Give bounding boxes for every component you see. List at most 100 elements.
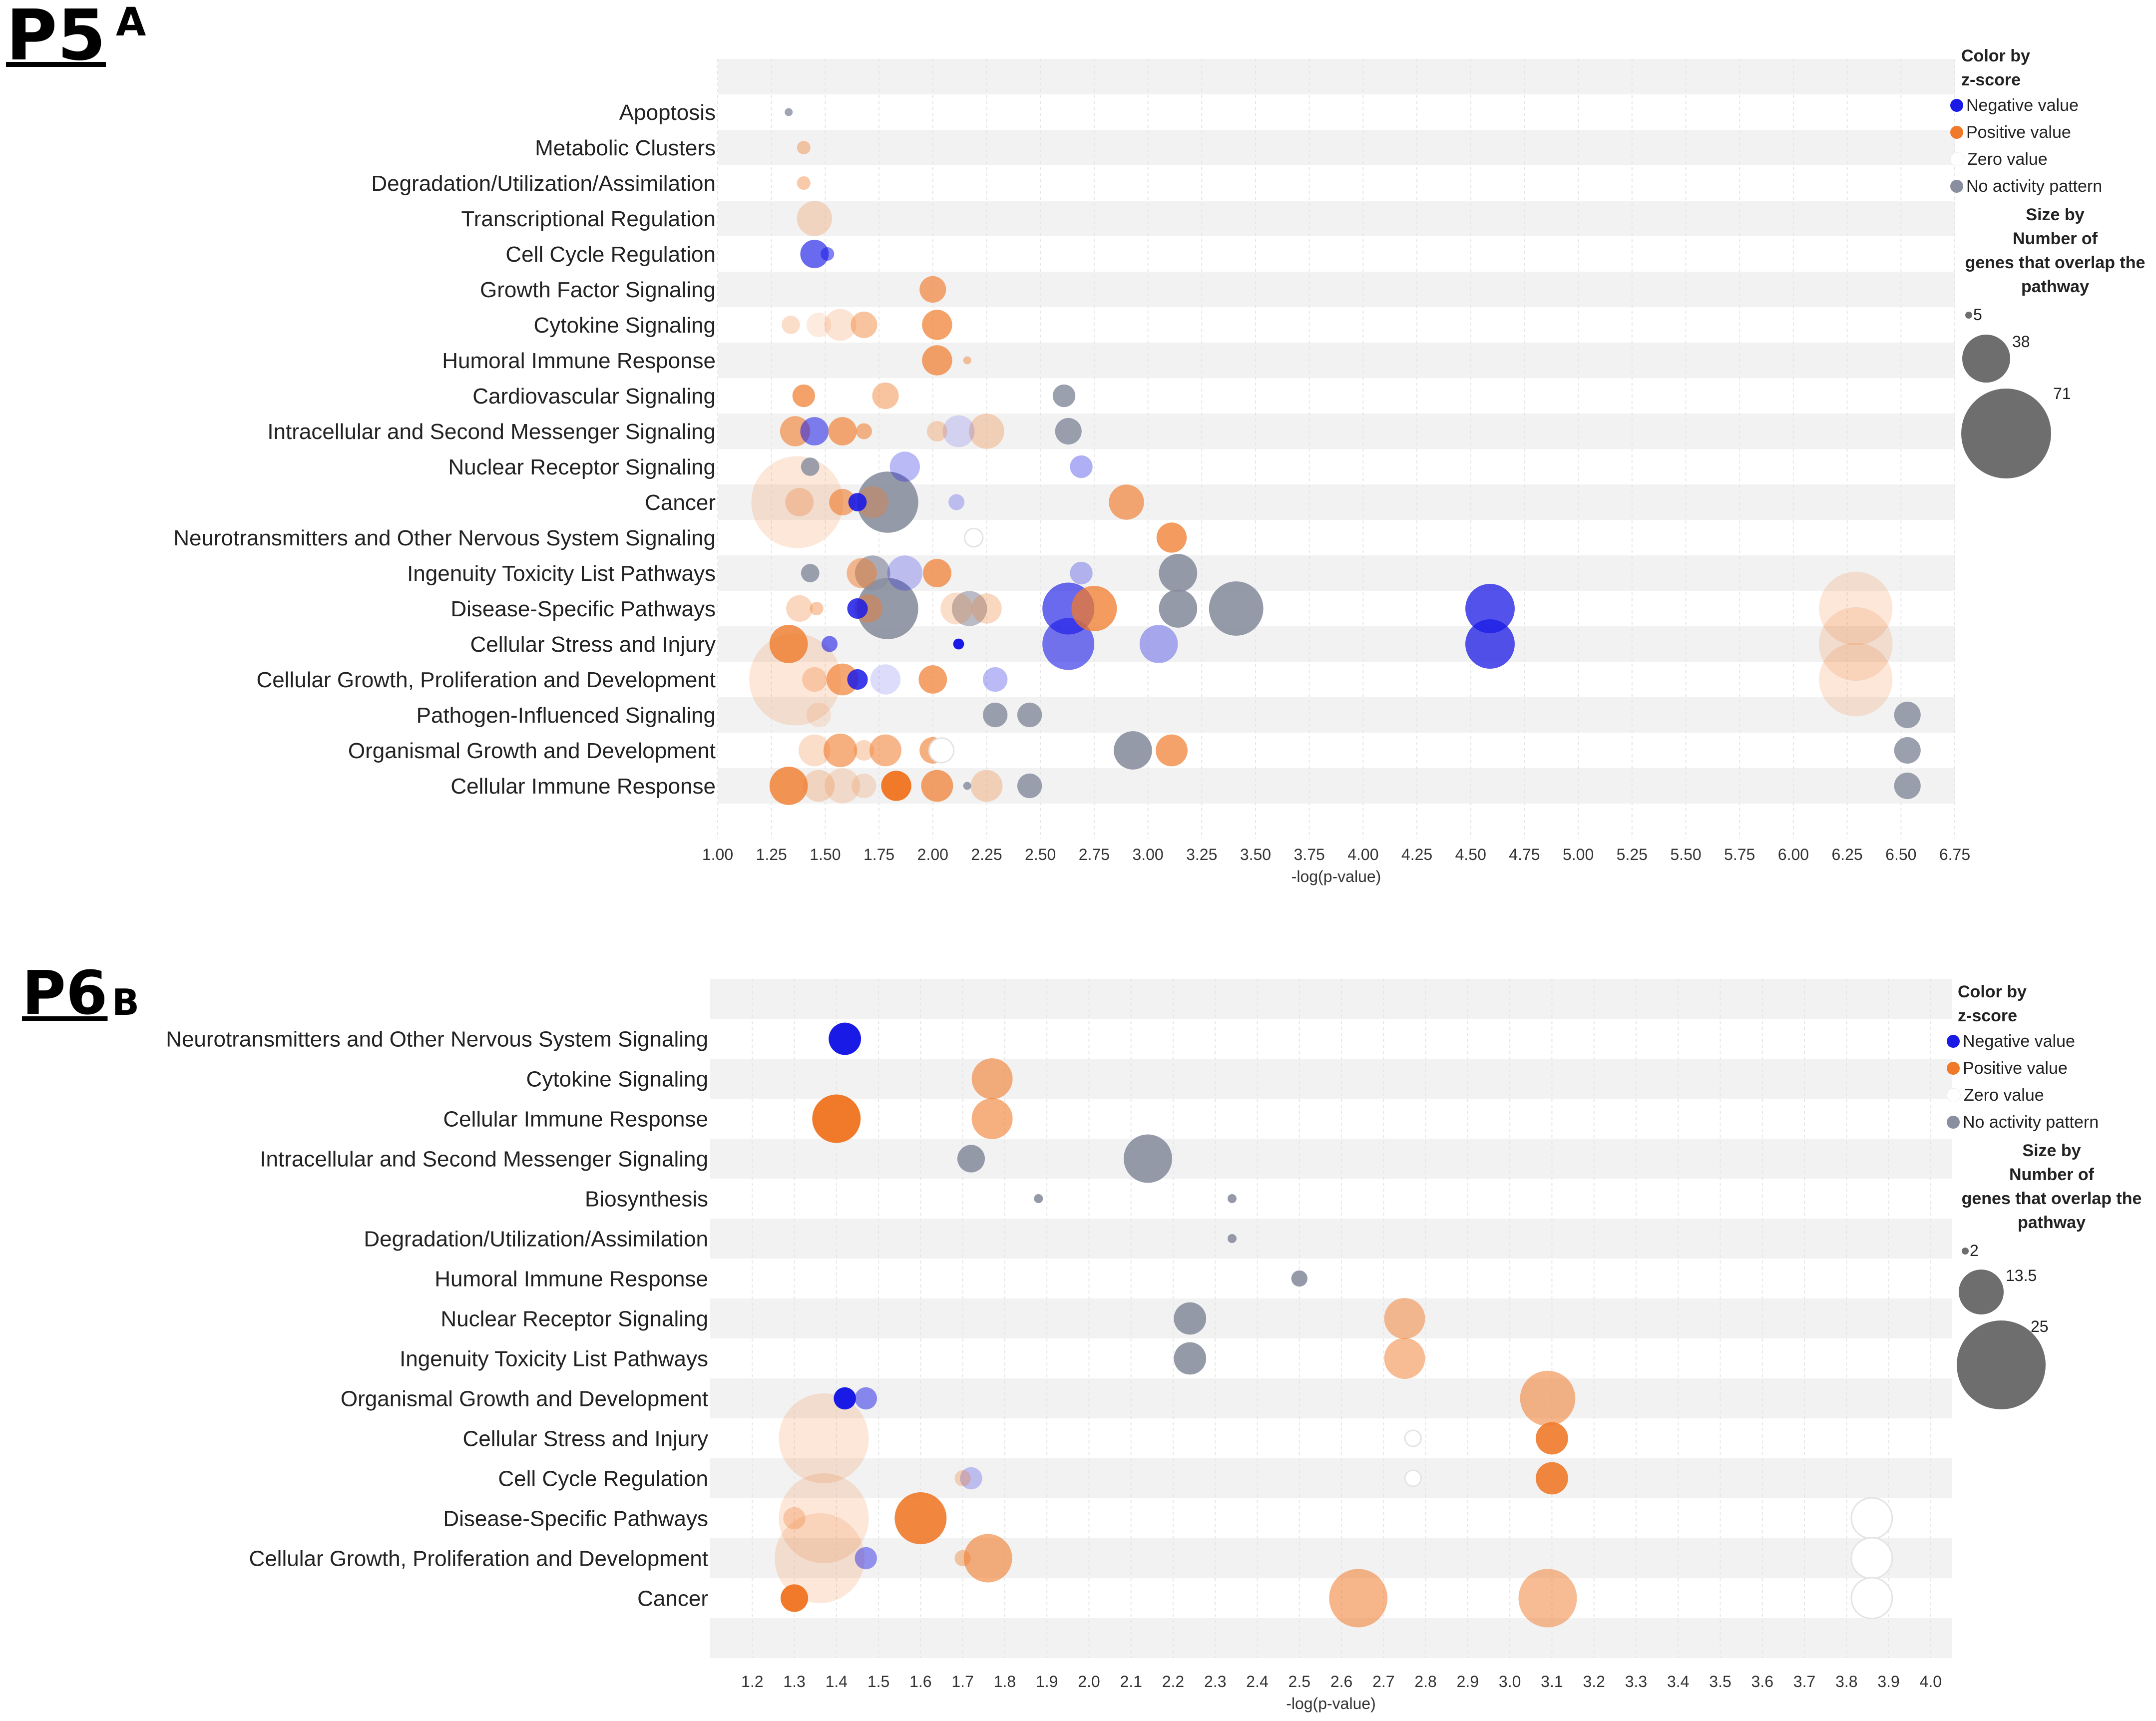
chart-a-bubble-disease-specific-pathways[interactable] bbox=[940, 592, 973, 625]
chart-a-bubble-cellular-stress-and-injury[interactable] bbox=[1042, 618, 1095, 670]
chart-a-bubble-cellular-growth-proliferation-and-development[interactable] bbox=[1819, 642, 1893, 717]
chart-a-bubble-cellular-stress-and-injury[interactable] bbox=[769, 625, 808, 663]
chart-a-bubble-organismal-growth-and-development[interactable] bbox=[854, 740, 874, 761]
chart-a-bubble-cellular-immune-response[interactable] bbox=[921, 770, 953, 802]
chart-b-bubble-cell-cycle-regulation[interactable] bbox=[954, 1470, 971, 1487]
chart-b-bubble-cellular-stress-and-injury[interactable] bbox=[779, 1393, 869, 1483]
chart-a-bubble-disease-specific-pathways[interactable] bbox=[1819, 571, 1893, 646]
chart-a-bubble-cardiovascular-signaling[interactable] bbox=[1052, 384, 1076, 408]
chart-a-bubble-disease-specific-pathways[interactable] bbox=[951, 591, 987, 626]
chart-b-bubble-disease-specific-pathways[interactable] bbox=[1850, 1497, 1893, 1540]
chart-a-bubble-cellular-stress-and-injury[interactable] bbox=[953, 638, 964, 650]
chart-a-bubble-disease-specific-pathways[interactable] bbox=[847, 598, 868, 619]
chart-a-bubble-ingenuity-toxicity-list-pathways[interactable] bbox=[1070, 561, 1093, 585]
chart-a-bubble-disease-specific-pathways[interactable] bbox=[786, 595, 813, 622]
chart-a-bubble-nuclear-receptor-signaling[interactable] bbox=[889, 451, 920, 482]
chart-a-bubble-intracellular-and-second-messenger-signaling[interactable] bbox=[1055, 418, 1082, 445]
chart-a-bubble-nuclear-receptor-signaling[interactable] bbox=[1070, 455, 1093, 478]
chart-a-bubble-organismal-growth-and-development[interactable] bbox=[1156, 734, 1188, 767]
chart-b-bubble-intracellular-and-second-messenger-signaling[interactable] bbox=[957, 1145, 985, 1173]
chart-a-bubble-cellular-growth-proliferation-and-development[interactable] bbox=[918, 665, 947, 694]
chart-a-bubble-cell-cycle-regulation[interactable] bbox=[800, 240, 829, 268]
chart-b-bubble-cellular-growth-proliferation-and-development[interactable] bbox=[775, 1513, 865, 1603]
chart-a-bubble-cellular-immune-response[interactable] bbox=[852, 773, 876, 799]
chart-a-bubble-apoptosis[interactable] bbox=[785, 108, 793, 116]
chart-a-bubble-cellular-immune-response[interactable] bbox=[825, 768, 861, 804]
chart-b-bubble-organismal-growth-and-development[interactable] bbox=[855, 1387, 877, 1410]
chart-b-bubble-intracellular-and-second-messenger-signaling[interactable] bbox=[1123, 1134, 1172, 1183]
chart-a-bubble-ingenuity-toxicity-list-pathways[interactable] bbox=[1159, 554, 1198, 592]
chart-a-bubble-cancer[interactable] bbox=[848, 493, 867, 511]
chart-a-bubble-pathogen-influenced-signaling[interactable] bbox=[1894, 701, 1921, 729]
chart-a-bubble-degradation-utilization-assimilation[interactable] bbox=[797, 176, 811, 190]
chart-a-bubble-pathogen-influenced-signaling[interactable] bbox=[806, 702, 832, 728]
chart-a-bubble-cellular-immune-response[interactable] bbox=[1017, 773, 1042, 799]
chart-a-bubble-intracellular-and-second-messenger-signaling[interactable] bbox=[856, 423, 872, 439]
chart-b-bubble-cell-cycle-regulation[interactable] bbox=[1404, 1469, 1422, 1487]
chart-a-bubble-cancer[interactable] bbox=[948, 494, 965, 510]
chart-a-bubble-transcriptional-regulation[interactable] bbox=[797, 201, 833, 236]
chart-a-bubble-cancer[interactable] bbox=[829, 488, 856, 516]
chart-a-bubble-disease-specific-pathways[interactable] bbox=[857, 578, 918, 639]
chart-a-bubble-cytokine-signaling[interactable] bbox=[922, 310, 952, 340]
chart-a-bubble-humoral-immune-response[interactable] bbox=[963, 356, 971, 365]
chart-b-bubble-organismal-growth-and-development[interactable] bbox=[834, 1387, 856, 1410]
chart-b-bubble-biosynthesis[interactable] bbox=[1034, 1194, 1043, 1203]
chart-a-bubble-cardiovascular-signaling[interactable] bbox=[872, 382, 899, 410]
chart-b-bubble-cellular-growth-proliferation-and-development[interactable] bbox=[1850, 1537, 1893, 1580]
chart-a-bubble-cellular-immune-response[interactable] bbox=[963, 782, 971, 790]
chart-b-bubble-humoral-immune-response[interactable] bbox=[1291, 1270, 1307, 1287]
chart-a-bubble-cytokine-signaling[interactable] bbox=[782, 316, 800, 334]
chart-a-bubble-cellular-growth-proliferation-and-development[interactable] bbox=[749, 633, 842, 726]
chart-a-bubble-metabolic-clusters[interactable] bbox=[797, 140, 811, 155]
chart-a-bubble-organismal-growth-and-development[interactable] bbox=[928, 737, 955, 764]
chart-a-bubble-disease-specific-pathways[interactable] bbox=[971, 593, 1002, 624]
chart-a-bubble-intracellular-and-second-messenger-signaling[interactable] bbox=[800, 417, 829, 445]
chart-a-bubble-cellular-growth-proliferation-and-development[interactable] bbox=[802, 667, 827, 692]
chart-a-bubble-pathogen-influenced-signaling[interactable] bbox=[1017, 702, 1042, 728]
chart-a-bubble-ingenuity-toxicity-list-pathways[interactable] bbox=[887, 555, 923, 591]
chart-b-bubble-neurotransmitters-and-other-nervous-system-signaling[interactable] bbox=[829, 1022, 862, 1055]
chart-a-bubble-cellular-immune-response[interactable] bbox=[881, 771, 911, 801]
chart-a-bubble-cellular-immune-response[interactable] bbox=[803, 770, 835, 802]
chart-a-bubble-organismal-growth-and-development[interactable] bbox=[798, 734, 831, 767]
chart-a-bubble-growth-factor-signaling[interactable] bbox=[919, 276, 946, 303]
chart-b-bubble-disease-specific-pathways[interactable] bbox=[783, 1507, 806, 1530]
chart-a-bubble-ingenuity-toxicity-list-pathways[interactable] bbox=[801, 564, 820, 582]
chart-b-bubble-cellular-growth-proliferation-and-development[interactable] bbox=[954, 1550, 971, 1567]
chart-a-bubble-cell-cycle-regulation[interactable] bbox=[821, 247, 835, 261]
chart-a-bubble-cytokine-signaling[interactable] bbox=[824, 309, 857, 341]
chart-b-bubble-cancer[interactable] bbox=[1850, 1577, 1893, 1620]
chart-b-bubble-cellular-growth-proliferation-and-development[interactable] bbox=[855, 1547, 877, 1570]
chart-a-bubble-intracellular-and-second-messenger-signaling[interactable] bbox=[969, 414, 1004, 449]
chart-a-bubble-disease-specific-pathways[interactable] bbox=[1071, 585, 1117, 632]
chart-a-bubble-cellular-immune-response[interactable] bbox=[1894, 772, 1921, 800]
chart-a-bubble-organismal-growth-and-development[interactable] bbox=[823, 733, 858, 768]
chart-a-bubble-humoral-immune-response[interactable] bbox=[922, 345, 952, 376]
chart-b-bubble-cytokine-signaling[interactable] bbox=[971, 1058, 1013, 1099]
chart-b-bubble-nuclear-receptor-signaling[interactable] bbox=[1384, 1298, 1425, 1339]
chart-a-bubble-cellular-stress-and-injury[interactable] bbox=[1465, 619, 1515, 669]
chart-b-bubble-degradation-utilization-assimilation[interactable] bbox=[1227, 1234, 1237, 1243]
chart-a-bubble-organismal-growth-and-development[interactable] bbox=[1894, 737, 1921, 764]
chart-b-bubble-disease-specific-pathways[interactable] bbox=[894, 1492, 947, 1544]
chart-a-bubble-cardiovascular-signaling[interactable] bbox=[792, 384, 815, 408]
chart-a-bubble-intracellular-and-second-messenger-signaling[interactable] bbox=[828, 417, 857, 445]
chart-b-bubble-cell-cycle-regulation[interactable] bbox=[1536, 1462, 1568, 1495]
chart-a-bubble-cellular-stress-and-injury[interactable] bbox=[1139, 625, 1178, 663]
chart-a-bubble-cellular-growth-proliferation-and-development[interactable] bbox=[870, 664, 901, 695]
chart-a-bubble-organismal-growth-and-development[interactable] bbox=[1114, 731, 1152, 770]
chart-a-bubble-disease-specific-pathways[interactable] bbox=[1209, 581, 1264, 636]
chart-a-bubble-organismal-growth-and-development[interactable] bbox=[869, 734, 901, 767]
chart-a-bubble-cancer[interactable] bbox=[751, 456, 844, 548]
chart-a-bubble-cancer[interactable] bbox=[857, 486, 889, 518]
chart-a-bubble-pathogen-influenced-signaling[interactable] bbox=[983, 702, 1008, 728]
chart-a-bubble-cancer[interactable] bbox=[1109, 484, 1144, 520]
chart-b-bubble-cell-cycle-regulation[interactable] bbox=[960, 1467, 982, 1490]
chart-a-bubble-ingenuity-toxicity-list-pathways[interactable] bbox=[847, 558, 877, 588]
chart-b-bubble-cellular-stress-and-injury[interactable] bbox=[1404, 1429, 1422, 1447]
chart-a-bubble-cellular-immune-response[interactable] bbox=[769, 767, 808, 805]
chart-a-bubble-neurotransmitters-and-other-nervous-system-signaling[interactable] bbox=[963, 527, 984, 548]
chart-b-bubble-cellular-immune-response[interactable] bbox=[971, 1098, 1013, 1139]
chart-a-bubble-cytokine-signaling[interactable] bbox=[851, 311, 877, 339]
